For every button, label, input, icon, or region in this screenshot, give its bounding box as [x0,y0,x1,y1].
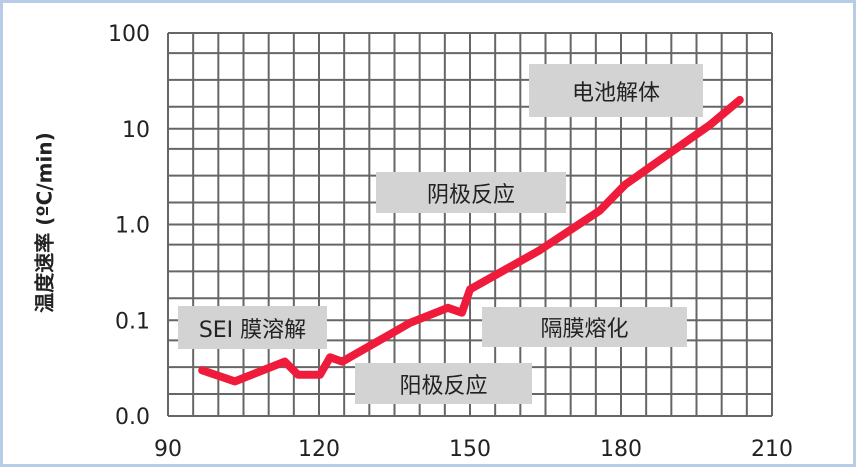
data-point [316,371,324,379]
annotation-battery-disintegration: 电池解体 [529,64,703,117]
data-point [406,319,414,327]
y-tick-label: 10 [122,118,150,143]
data-point [466,285,474,293]
data-point [294,371,302,379]
x-tick-label: 180 [600,437,642,462]
data-point [596,207,604,215]
data-point [338,358,346,366]
y-axis-label: 温度速率 (ºC/min) [32,132,57,313]
annotation-separator-melting: 隔膜熔化 [482,307,687,347]
data-point [621,181,629,189]
data-point [736,96,744,104]
x-tick-label: 120 [298,437,340,462]
data-point [458,309,466,317]
data-point [444,304,452,312]
data-point [198,366,206,374]
data-point [376,336,384,344]
x-tick-label: 210 [751,437,793,462]
x-tick-label: 90 [154,437,182,462]
annotation-anode-reaction: 阳极反应 [355,363,532,404]
y-tick-label: 100 [108,22,150,47]
x-tick-label: 150 [449,437,491,462]
data-point [281,358,289,366]
y-tick-label: 0.1 [115,309,150,334]
y-tick-label: 0.0 [115,405,150,430]
data-point [706,121,714,129]
data-point [536,246,544,254]
annotation-cathode-reaction: 阴极反应 [376,172,566,213]
data-point [656,156,664,164]
data-point [326,353,334,361]
data-point [231,377,239,385]
annotation-sei-dissolution: SEI 膜溶解 [178,306,327,349]
y-tick-label: 1.0 [115,214,150,239]
